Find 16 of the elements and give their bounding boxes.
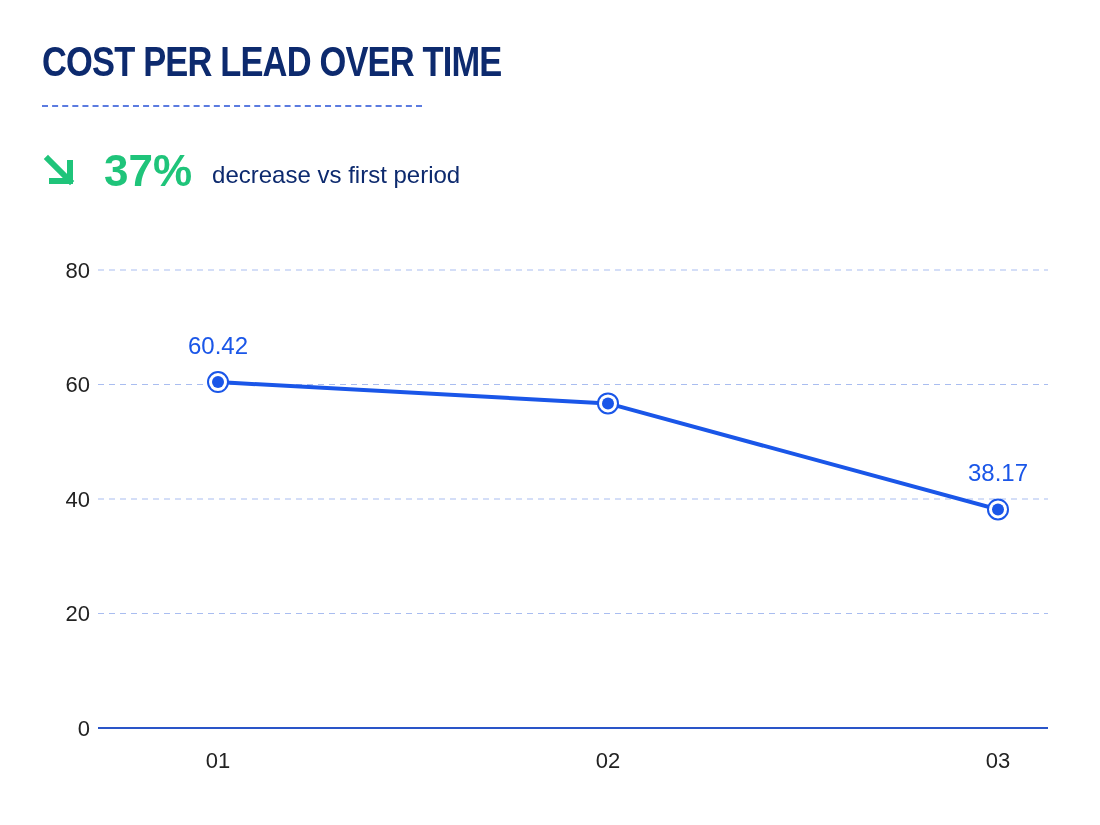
y-tick-label: 80 bbox=[65, 257, 90, 283]
point bbox=[987, 498, 1009, 521]
point bbox=[597, 392, 619, 415]
y-tick-label: 0 bbox=[77, 715, 90, 741]
data-label: 60.42 bbox=[187, 332, 249, 360]
y-tick-label: 60 bbox=[65, 372, 90, 398]
x-tick-label: 03 bbox=[985, 747, 1011, 773]
x-tick-label: 02 bbox=[595, 747, 621, 773]
chart-title: COST PER LEAD OVER TIME bbox=[42, 38, 502, 86]
point bbox=[207, 371, 229, 394]
y-tick-label: 40 bbox=[65, 486, 90, 512]
data-label: 38.17 bbox=[967, 459, 1029, 487]
y-tick-label: 20 bbox=[65, 601, 90, 627]
text: 37% bbox=[104, 146, 193, 196]
x-tick-label: 01 bbox=[205, 747, 231, 773]
text: decrease vs first period bbox=[212, 161, 461, 189]
